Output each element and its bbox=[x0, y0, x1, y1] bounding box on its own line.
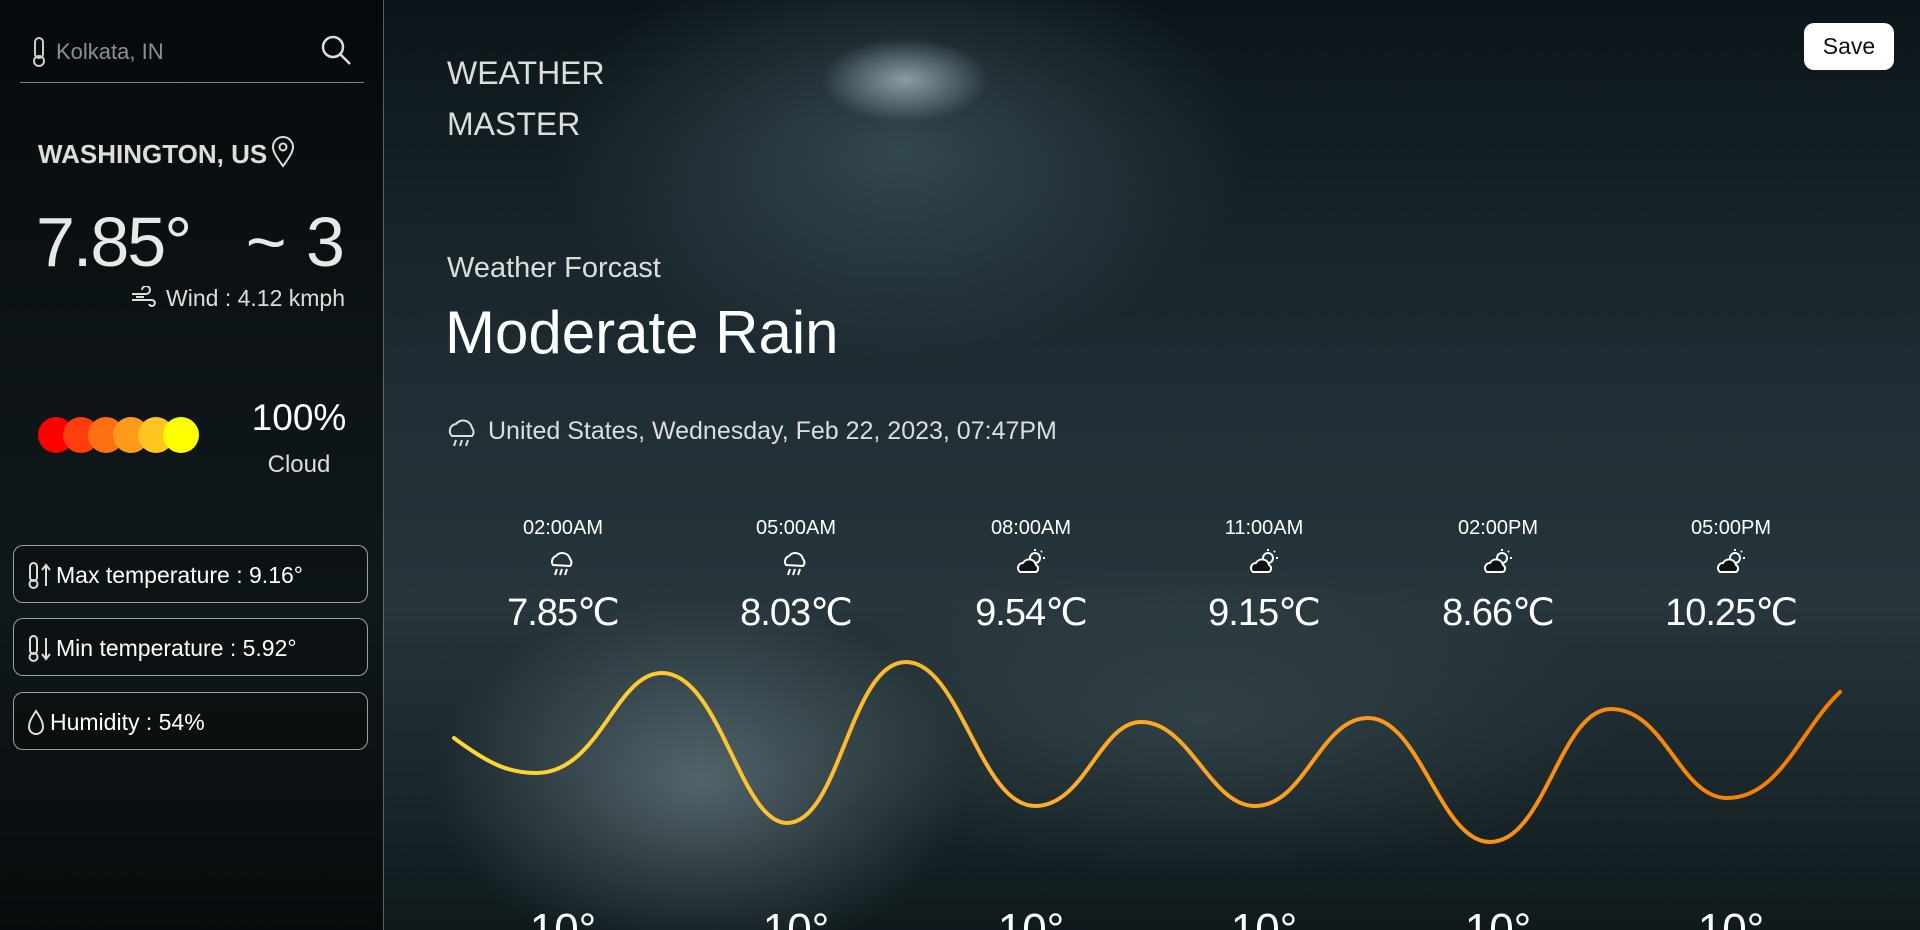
hour-temp: 7.85℃ bbox=[507, 592, 620, 634]
weather-icon bbox=[448, 419, 475, 447]
bottom-temp: 10° bbox=[1697, 905, 1765, 930]
location: WASHINGTON, US bbox=[38, 139, 268, 169]
hour-temp: 9.15℃ bbox=[1208, 592, 1321, 634]
hour-time: 05:00PM bbox=[1690, 517, 1772, 539]
hour-time: 11:00AM bbox=[1224, 517, 1304, 539]
wind: Wind : 4.12 kmph bbox=[166, 285, 345, 311]
brand-line: WEATHER bbox=[447, 55, 605, 91]
bottom-temp: 10° bbox=[1464, 905, 1532, 930]
hour-time: 05:00AM bbox=[755, 517, 837, 539]
hour-temp: 8.03℃ bbox=[740, 592, 853, 634]
forecast-heading: Weather Forcast bbox=[447, 252, 661, 284]
divider bbox=[20, 82, 364, 83]
hour-icon bbox=[783, 552, 806, 576]
hour-temp: 10.25℃ bbox=[1665, 592, 1798, 634]
hour-icon-wrap bbox=[696, 548, 896, 578]
max-temperature: Max temperature : 9.16° bbox=[56, 562, 303, 588]
stat-box: Min temperature : 5.92° bbox=[13, 618, 368, 676]
bottom-temp: 10° bbox=[529, 905, 597, 930]
wind-icon bbox=[132, 286, 156, 307]
cloud-label: Cloud bbox=[267, 451, 331, 478]
hour-temp: 9.54℃ bbox=[975, 592, 1088, 634]
hour-time: 08:00AM bbox=[990, 517, 1072, 539]
tilde-value: ~ 3 bbox=[245, 203, 345, 281]
hour-icon bbox=[550, 552, 573, 576]
datetime: United States, Wednesday, Feb 22, 2023, … bbox=[488, 417, 1057, 445]
hour-icon-wrap bbox=[463, 548, 663, 578]
search-input[interactable]: Kolkata, IN bbox=[56, 39, 164, 64]
bottom-temp: 10° bbox=[997, 905, 1065, 930]
thermometer-icon bbox=[33, 37, 45, 67]
bottom-temp: 10° bbox=[762, 905, 830, 930]
condition: Moderate Rain bbox=[445, 299, 839, 366]
hour-icon-wrap bbox=[1164, 548, 1364, 578]
search-button[interactable] bbox=[320, 34, 352, 66]
cloud-dots bbox=[38, 417, 199, 453]
hour-time: 02:00PM bbox=[1457, 517, 1539, 539]
humidity: Humidity : 54% bbox=[50, 709, 205, 735]
min-temperature: Min temperature : 5.92° bbox=[56, 635, 297, 661]
pin-icon bbox=[271, 136, 295, 168]
stat-box: Max temperature : 9.16° bbox=[13, 545, 368, 603]
hour-icon bbox=[1717, 549, 1745, 573]
hour-icon-wrap bbox=[931, 548, 1131, 578]
hour-icon bbox=[1250, 549, 1278, 573]
hour-icon bbox=[1484, 549, 1512, 573]
sidebar: Kolkata, IN WASHINGTON, US 7.85° ~ 3 Win… bbox=[0, 0, 384, 930]
hour-temp: 8.66℃ bbox=[1442, 592, 1555, 634]
hour-icon-wrap bbox=[1631, 548, 1831, 578]
hour-icon bbox=[1017, 549, 1045, 573]
cloud-percent: 100% bbox=[251, 397, 347, 438]
stat-box: Humidity : 54% bbox=[13, 692, 368, 750]
brand-line: MASTER bbox=[447, 106, 581, 142]
bottom-temp: 10° bbox=[1230, 905, 1298, 930]
hour-icon-wrap bbox=[1398, 548, 1598, 578]
save-button[interactable]: Save bbox=[1804, 23, 1894, 70]
current-temperature: 7.85° bbox=[36, 203, 192, 281]
hour-time: 02:00AM bbox=[522, 517, 604, 539]
